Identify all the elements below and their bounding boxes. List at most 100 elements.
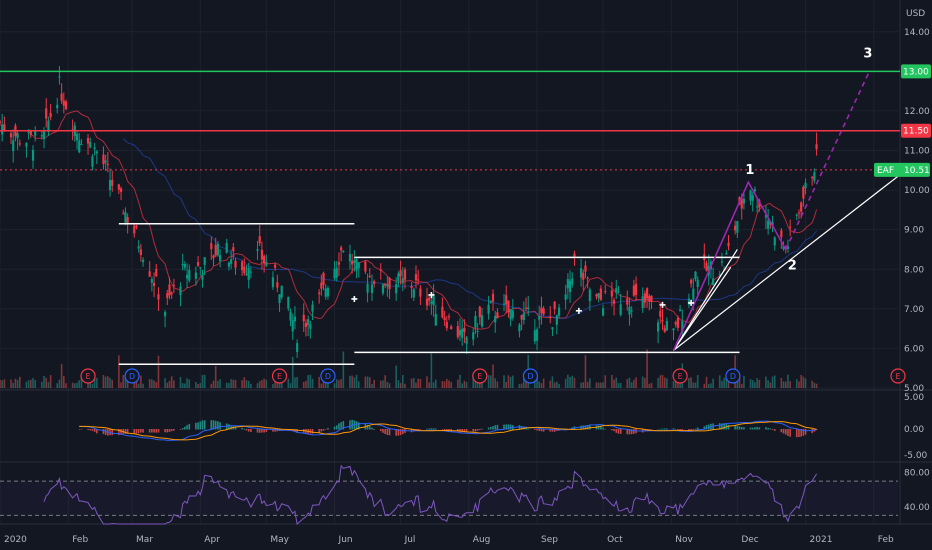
candle-body — [137, 246, 140, 249]
candle-body — [289, 311, 292, 321]
volume-bar — [428, 382, 430, 388]
macd-histogram-bar — [401, 429, 404, 435]
candle-body — [786, 246, 790, 249]
macd-histogram-bar — [441, 429, 444, 430]
candle-body — [782, 246, 785, 250]
volume-bar — [126, 378, 129, 388]
macd-histogram-bar — [804, 429, 807, 435]
volume-bar — [518, 383, 521, 388]
volume-bar — [564, 378, 567, 388]
candle-body — [155, 268, 158, 277]
macd-histogram-bar — [615, 429, 618, 433]
macd-histogram-bar — [399, 429, 402, 436]
earnings-marker — [271, 368, 288, 384]
macd-histogram-bar — [789, 429, 791, 437]
macd-histogram-bar — [335, 425, 338, 430]
volume-bar — [340, 379, 342, 388]
volume-bar — [1, 380, 4, 388]
split-marker — [428, 291, 435, 298]
volume-bar — [10, 379, 12, 388]
macd-histogram-bar — [373, 429, 375, 430]
price-tick-label: 11.00 — [904, 147, 930, 157]
candle-body — [58, 76, 61, 78]
macd-histogram-bar — [102, 429, 105, 435]
candle-body — [643, 293, 646, 303]
candle-body — [767, 220, 770, 229]
macd-histogram-bar — [324, 429, 327, 430]
price-candles — [0, 66, 818, 358]
event-marker-label: E — [86, 372, 91, 381]
volume-bar — [111, 379, 114, 388]
volume-bar — [802, 376, 805, 388]
macd-histogram-bar — [186, 425, 188, 430]
candle-body — [447, 316, 451, 318]
macd-histogram-bar — [87, 429, 89, 431]
macd-histogram-bar — [633, 429, 635, 434]
volume-bar — [657, 377, 659, 388]
volume-bar — [677, 382, 679, 388]
candle-body — [386, 284, 389, 287]
candle-body — [687, 298, 691, 305]
volume-bar — [351, 375, 353, 388]
volume-bar — [507, 375, 510, 388]
candle-body — [203, 257, 206, 266]
candle-body — [430, 301, 433, 304]
volume-bar — [582, 382, 585, 388]
volume-bar — [401, 374, 404, 388]
price-tick-label: 9.00 — [904, 226, 924, 236]
volume-bar — [181, 383, 184, 388]
macd-histogram-bar — [494, 425, 497, 430]
candle-body — [756, 206, 759, 208]
macd-histogram-bar — [91, 429, 94, 431]
candle-body — [199, 267, 202, 269]
volume-bar — [580, 382, 582, 388]
candle-body — [771, 222, 774, 226]
volume-bar — [703, 383, 706, 388]
macd-histogram-bar — [542, 429, 545, 432]
volume-bar — [373, 379, 375, 388]
macd-histogram-bar — [355, 421, 358, 430]
earnings-marker — [472, 368, 488, 384]
macd-histogram-bar — [463, 429, 466, 432]
macd-histogram-bar — [630, 429, 633, 435]
volume-bar — [450, 382, 453, 388]
candle-body — [740, 198, 743, 209]
volume-bar — [30, 379, 32, 388]
candle-body — [549, 316, 552, 318]
macd-histogram-bar — [151, 429, 153, 433]
dividend-marker — [522, 368, 539, 384]
candle-body — [542, 308, 545, 315]
candle-body — [245, 273, 248, 276]
candle-body — [564, 294, 567, 300]
macd-histogram-bar — [181, 428, 184, 430]
macd-histogram-bar — [525, 427, 527, 430]
candle-body — [49, 112, 52, 118]
macd-histogram-bar — [690, 429, 692, 431]
volume-bar — [769, 382, 772, 388]
candle-body — [540, 307, 543, 314]
macd-histogram-bar — [214, 420, 217, 430]
event-marker-label: E — [678, 372, 683, 381]
volume-bar — [3, 379, 6, 388]
candle-body — [370, 284, 374, 293]
volume-bar — [520, 383, 523, 388]
volume-bar — [630, 382, 633, 388]
volume-bar — [430, 353, 433, 388]
volume-bar — [723, 377, 725, 388]
candle-body — [108, 179, 112, 191]
macd-tick-label: -5.00 — [904, 451, 928, 461]
wave-label-2: 2 — [788, 258, 797, 273]
macd-histogram-bar — [490, 426, 492, 430]
macd-histogram-bar — [265, 429, 268, 432]
candle-body — [694, 271, 697, 280]
candle-body — [152, 282, 156, 286]
volume-bar — [302, 381, 305, 388]
candle-body — [615, 288, 618, 293]
macd-histogram-bar — [340, 422, 342, 430]
volume-bar — [415, 382, 417, 388]
volume-bar — [32, 377, 34, 388]
candle-body — [104, 160, 107, 163]
macd-histogram-bar — [261, 429, 263, 433]
macd-histogram-bar — [674, 428, 677, 430]
